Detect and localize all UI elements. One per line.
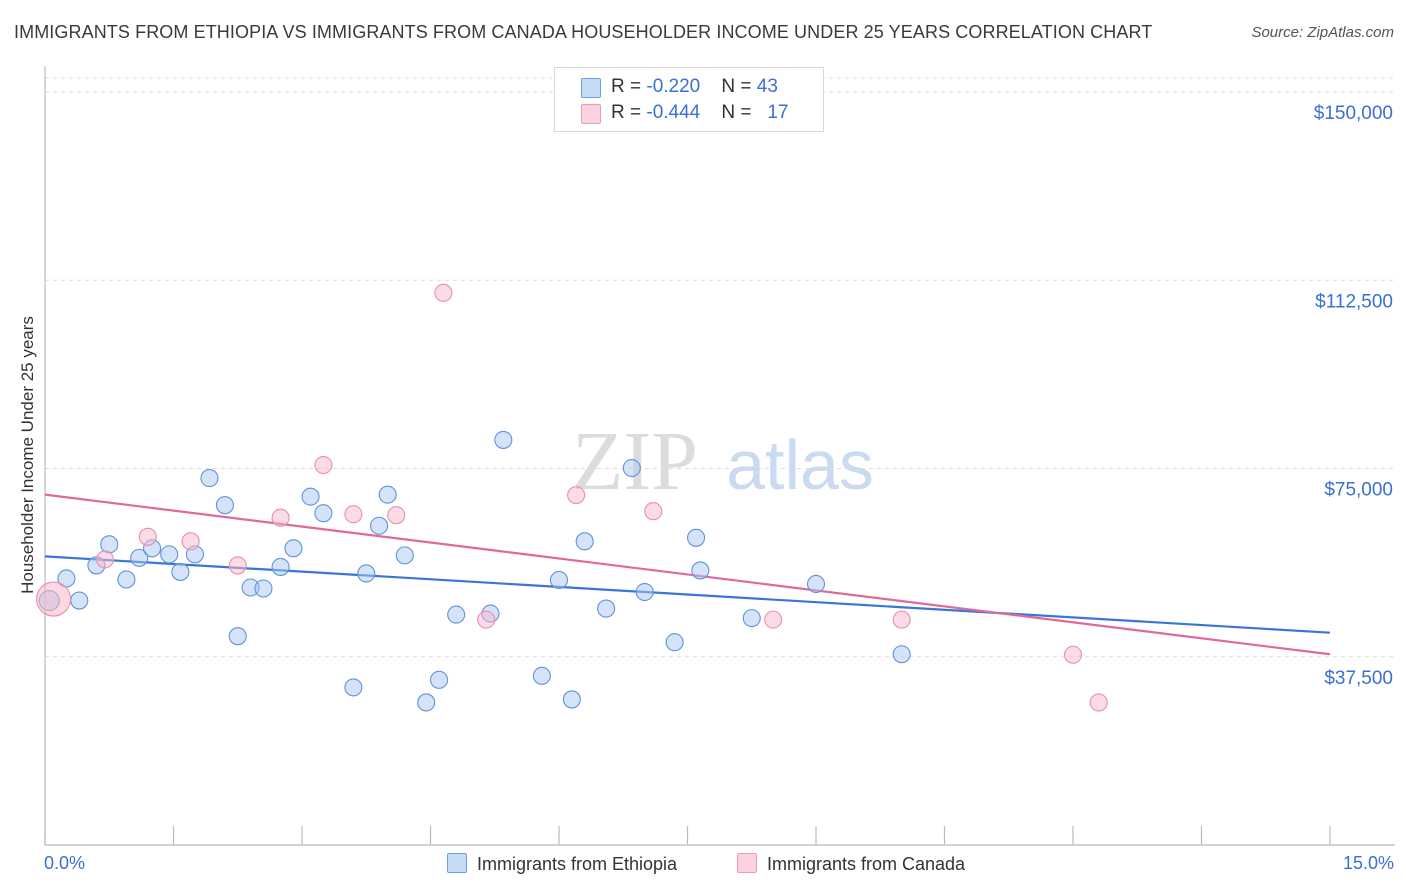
y-tick-label: $112,500 — [1315, 291, 1393, 312]
ethiopia-point — [171, 562, 190, 581]
n-label: N = — [721, 76, 757, 97]
legend-item-canada: Immigrants from Canada — [737, 853, 965, 875]
ethiopia-point — [597, 599, 616, 618]
ethiopia-point — [130, 548, 149, 567]
canada-point — [434, 283, 453, 302]
ethiopia-point — [357, 564, 376, 583]
ethiopia-point — [447, 605, 466, 624]
x-tick-label-min: 0.0% — [44, 853, 86, 873]
ethiopia-point — [228, 627, 247, 646]
ethiopia-point — [395, 546, 414, 565]
canada-point — [477, 610, 496, 629]
x-tick-label-max: 15.0% — [1342, 853, 1394, 873]
ethiopia-point — [665, 633, 684, 652]
canada-point — [644, 502, 663, 521]
r-label: R = — [611, 102, 647, 123]
r-label: R = — [611, 76, 647, 97]
ethiopia-point — [532, 666, 551, 685]
ethiopia-point — [344, 678, 363, 697]
trend-line — [44, 555, 1331, 634]
canada-point — [314, 455, 333, 475]
n-label: N = — [721, 102, 757, 123]
ethiopia-point — [494, 430, 513, 449]
ethiopia-point — [301, 487, 320, 506]
axes — [44, 66, 1395, 846]
legend-label-canada: Immigrants from Canada — [767, 854, 966, 874]
ethiopia-point — [284, 539, 303, 558]
ethiopia-point — [378, 485, 397, 504]
canada-point — [1063, 645, 1083, 664]
n-value: 17 — [767, 102, 789, 123]
ethiopia-point — [635, 582, 654, 602]
canada-point — [181, 532, 200, 551]
watermark-atlas: atlas — [726, 426, 874, 504]
canada-point — [1089, 693, 1108, 712]
ethiopia-point — [549, 570, 569, 590]
ethiopia-point — [314, 504, 333, 523]
r-value: -0.220 — [646, 76, 701, 97]
canada-point — [764, 610, 783, 629]
source-label: Source: ZipAtlas.com — [1251, 24, 1394, 41]
ethiopia-point — [430, 670, 449, 689]
legend-item-ethiopia: Immigrants from Ethiopia — [447, 853, 677, 875]
canada-point — [36, 581, 72, 617]
legend-swatch-canada — [581, 104, 601, 124]
canada-point — [344, 505, 363, 524]
trend-lines — [44, 493, 1331, 656]
ethiopia-point — [892, 645, 911, 664]
legend-swatch-ethiopia — [447, 853, 467, 873]
ethiopia-point — [742, 609, 761, 628]
y-tick-label: $37,500 — [1324, 668, 1393, 689]
ethiopia-point — [70, 591, 89, 610]
ethiopia-point — [215, 496, 234, 515]
canada-point — [892, 610, 911, 629]
ethiopia-point — [200, 469, 219, 488]
canada-point — [228, 556, 247, 575]
ethiopia-point — [370, 516, 389, 535]
r-value: -0.444 — [646, 102, 701, 123]
ethiopia-point — [622, 458, 641, 478]
legend-swatch-ethiopia — [581, 78, 601, 98]
ethiopia-point — [57, 569, 76, 588]
canada-point — [271, 508, 290, 527]
canada-point — [95, 550, 115, 569]
chart-title: IMMIGRANTS FROM ETHIOPIA VS IMMIGRANTS F… — [14, 22, 1153, 42]
n-value: 43 — [756, 76, 778, 97]
legend-swatch-canada — [737, 853, 757, 873]
y-tick-labels: $150,000 $112,500 $75,000 $37,500 — [1314, 103, 1393, 689]
data-points — [36, 283, 1108, 712]
ethiopia-point — [687, 528, 706, 547]
y-tick-label: $75,000 — [1324, 480, 1393, 501]
stats-legend: R = -0.220 N = 43 R = -0.444 N = 17 — [554, 67, 824, 132]
ethiopia-point — [562, 690, 581, 709]
ethiopia-point — [691, 561, 710, 580]
ethiopia-point — [117, 570, 136, 589]
ethiopia-point — [100, 535, 119, 554]
y-tick-label: $150,000 — [1314, 103, 1393, 124]
ethiopia-point — [575, 532, 594, 551]
ethiopia-point — [417, 693, 436, 712]
ethiopia-point — [254, 579, 273, 598]
grid-lines — [45, 77, 1395, 658]
y-axis-label: Householder Income Under 25 years — [18, 316, 37, 594]
ethiopia-point — [806, 574, 826, 594]
ethiopia-point — [271, 557, 290, 576]
canada-point — [138, 527, 157, 546]
ethiopia-point — [160, 545, 179, 564]
canada-point — [567, 486, 586, 505]
trend-line — [44, 493, 1331, 656]
canada-point — [387, 506, 406, 525]
legend-label-ethiopia: Immigrants from Ethiopia — [477, 854, 678, 874]
